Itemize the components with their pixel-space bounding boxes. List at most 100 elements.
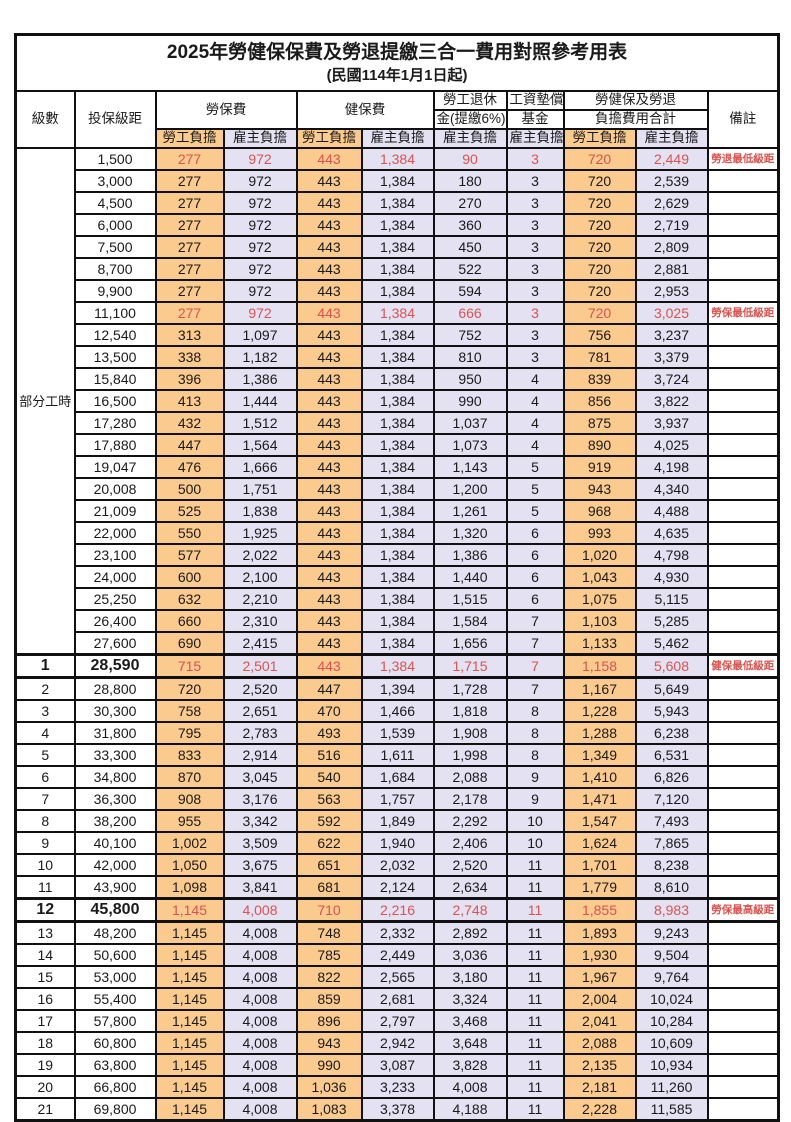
labor-ins-employer-value: 4,008 — [222, 1075, 298, 1100]
health-ins-employee-value: 943 — [295, 1031, 363, 1056]
level-value: 17 — [14, 1009, 76, 1034]
wage-fund-employer-value: 3 — [505, 213, 565, 238]
level-value: 6 — [14, 765, 76, 790]
health-ins-employee-value: 443 — [295, 499, 363, 524]
wage-fund-employer-value: 3 — [505, 147, 565, 172]
total-employer-value: 4,198 — [634, 455, 709, 480]
total-employee-value: 1,020 — [562, 543, 637, 568]
col-header-wage-fund-line1: 工資墊償 — [505, 90, 565, 112]
wage-fund-employer-value: 11 — [505, 1075, 565, 1100]
table-row: 2 28,800 720 2,520 447 1,394 1,728 7 1,167 5,649 — [14, 676, 780, 702]
pension-employer-value: 3,180 — [432, 965, 508, 990]
bracket-value: 16,500 — [73, 389, 157, 414]
table-row: 7,500 277 972 443 1,384 450 3 720 2,809 — [16, 235, 780, 260]
note-value — [706, 965, 780, 990]
total-employee-value: 2,004 — [562, 987, 637, 1012]
bracket-value: 34,800 — [73, 765, 157, 790]
bracket-value: 26,400 — [73, 609, 157, 634]
wage-fund-employer-value: 11 — [505, 987, 565, 1012]
col-header-wage-fund-line2: 基金 — [505, 109, 565, 131]
wage-fund-employer-value: 11 — [505, 1009, 565, 1034]
labor-ins-employer-value: 4,008 — [222, 1031, 298, 1056]
level-value: 21 — [14, 1097, 76, 1122]
health-ins-employee-value: 622 — [295, 831, 363, 856]
health-ins-employer-value: 1,849 — [360, 809, 435, 834]
health-ins-employer-value: 1,466 — [360, 699, 435, 724]
health-ins-employee-value: 443 — [295, 169, 363, 194]
pension-employer-value: 2,088 — [432, 765, 508, 790]
pension-employer-value: 1,261 — [432, 499, 508, 524]
note-value — [706, 1009, 780, 1034]
note-value — [706, 169, 780, 194]
labor-ins-employee-value: 277 — [154, 213, 225, 238]
table-row: 13,500 338 1,182 443 1,384 810 3 781 3,379 — [16, 345, 780, 370]
bracket-value: 23,100 — [73, 543, 157, 568]
health-ins-employee-value: 443 — [295, 411, 363, 436]
pension-employer-value: 4,188 — [432, 1097, 508, 1122]
health-ins-employer-value: 1,384 — [360, 609, 435, 634]
bracket-value: 9,900 — [73, 279, 157, 304]
health-ins-employer-value: 1,384 — [360, 477, 435, 502]
wage-fund-employer-value: 11 — [505, 943, 565, 968]
health-ins-employer-value: 1,384 — [360, 367, 435, 392]
wage-fund-employer-value: 6 — [505, 587, 565, 612]
labor-ins-employer-value: 2,415 — [222, 631, 298, 656]
table-row: 19 63,800 1,145 4,008 990 3,087 3,828 11 2,135 10… — [14, 1053, 780, 1078]
subheader-health-employee: 勞工負擔 — [295, 128, 363, 150]
labor-ins-employee-value: 277 — [154, 147, 225, 172]
table-row: 8,700 277 972 443 1,384 522 3 720 2,881 — [16, 257, 780, 282]
labor-ins-employee-value: 1,145 — [154, 965, 225, 990]
wage-fund-employer-value: 10 — [505, 831, 565, 856]
wage-fund-employer-value: 9 — [505, 765, 565, 790]
labor-ins-employee-value: 277 — [154, 169, 225, 194]
labor-ins-employer-value: 3,841 — [222, 875, 298, 900]
total-employee-value: 2,228 — [562, 1097, 637, 1122]
note-value — [706, 323, 780, 348]
bracket-value: 3,000 — [73, 169, 157, 194]
pension-employer-value: 4,008 — [432, 1075, 508, 1100]
total-employee-value: 2,041 — [562, 1009, 637, 1034]
bracket-value: 4,500 — [73, 191, 157, 216]
col-header-labor-insurance: 勞保費 — [154, 90, 298, 131]
total-employer-value: 10,284 — [634, 1009, 709, 1034]
total-employee-value: 1,167 — [562, 676, 637, 702]
bracket-value: 28,800 — [73, 676, 157, 702]
labor-ins-employer-value: 1,666 — [222, 455, 298, 480]
pension-employer-value: 1,728 — [432, 676, 508, 702]
health-ins-employee-value: 470 — [295, 699, 363, 724]
note-value — [706, 765, 780, 790]
table-row: 4,500 277 972 443 1,384 270 3 720 2,629 — [16, 191, 780, 216]
pension-employer-value: 2,892 — [432, 920, 508, 946]
labor-ins-employer-value: 972 — [222, 213, 298, 238]
health-ins-employer-value: 1,384 — [360, 213, 435, 238]
total-employer-value: 9,504 — [634, 943, 709, 968]
wage-fund-employer-value: 6 — [505, 521, 565, 546]
health-ins-employee-value: 785 — [295, 943, 363, 968]
wage-fund-employer-value: 5 — [505, 477, 565, 502]
pension-employer-value: 2,520 — [432, 853, 508, 878]
health-ins-employer-value: 1,757 — [360, 787, 435, 812]
health-ins-employee-value: 592 — [295, 809, 363, 834]
health-ins-employee-value: 822 — [295, 965, 363, 990]
health-ins-employer-value: 1,384 — [360, 543, 435, 568]
level-value: 14 — [14, 943, 76, 968]
labor-ins-employee-value: 313 — [154, 323, 225, 348]
pension-employer-value: 3,036 — [432, 943, 508, 968]
health-ins-employer-value: 1,684 — [360, 765, 435, 790]
health-ins-employer-value: 1,394 — [360, 676, 435, 702]
total-employer-value: 3,025 — [634, 301, 709, 326]
wage-fund-employer-value: 3 — [505, 169, 565, 194]
labor-ins-employer-value: 1,444 — [222, 389, 298, 414]
pension-employer-value: 1,656 — [432, 631, 508, 656]
labor-ins-employee-value: 758 — [154, 699, 225, 724]
total-employer-value: 2,809 — [634, 235, 709, 260]
pension-employer-value: 1,320 — [432, 521, 508, 546]
table-row: 19,047 476 1,666 443 1,384 1,143 5 919 4,198 — [16, 455, 780, 480]
total-employee-value: 2,135 — [562, 1053, 637, 1078]
table-row: 12 45,800 1,145 4,008 710 2,216 2,748 11 1,855 8,… — [14, 897, 780, 924]
total-employer-value: 9,243 — [634, 920, 709, 946]
note-value — [706, 455, 780, 480]
level-value: 12 — [14, 897, 76, 924]
health-ins-employee-value: 748 — [295, 920, 363, 946]
pension-employer-value: 666 — [432, 301, 508, 326]
